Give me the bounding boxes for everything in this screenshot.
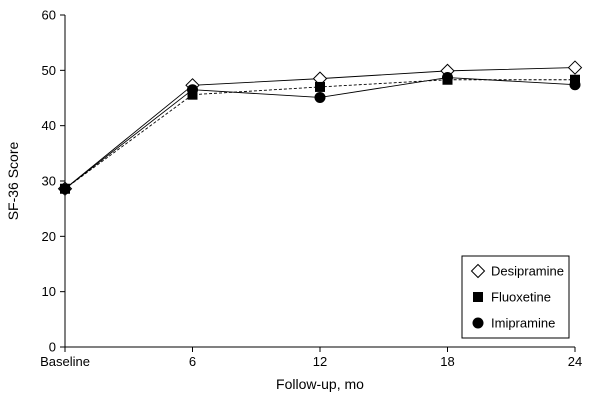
data-point-imipramine <box>59 183 71 195</box>
x-tick-label: Baseline <box>40 354 90 369</box>
data-point-imipramine <box>569 79 581 91</box>
data-point-imipramine <box>442 72 453 84</box>
y-tick-label: 40 <box>42 118 56 133</box>
x-tick-label: 6 <box>189 354 196 369</box>
y-tick-label: 20 <box>42 229 56 244</box>
y-tick-label: 50 <box>42 63 56 78</box>
y-tick-label: 0 <box>49 340 56 355</box>
x-axis-title: Follow-up, mo <box>276 376 364 392</box>
y-ticks: 0 10 20 30 40 50 60 <box>42 8 65 355</box>
data-point-imipramine <box>314 91 326 103</box>
y-tick-label: 30 <box>42 174 56 189</box>
legend-label: Fluoxetine <box>491 290 551 305</box>
x-tick-label: 18 <box>440 354 454 369</box>
y-tick-label: 10 <box>42 284 56 299</box>
legend: Desipramine Fluoxetine Imipramine <box>461 255 570 339</box>
x-ticks: Baseline 6 12 18 24 <box>40 347 582 369</box>
y-axis-title: SF-36 Score <box>5 141 21 220</box>
legend-marker-imipramine <box>472 317 484 329</box>
data-point-desipramine <box>567 60 583 75</box>
data-point-fluoxetine <box>315 81 325 92</box>
legend-label: Desipramine <box>491 264 564 279</box>
y-tick-label: 60 <box>42 8 56 23</box>
legend-marker-fluoxetine <box>473 292 483 302</box>
legend-label: Imipramine <box>491 316 555 331</box>
series-markers <box>57 60 583 196</box>
legend-marker-desipramine <box>470 263 486 279</box>
x-tick-label: 24 <box>568 354 582 369</box>
x-tick-label: 12 <box>313 354 327 369</box>
data-point-imipramine <box>187 84 198 96</box>
